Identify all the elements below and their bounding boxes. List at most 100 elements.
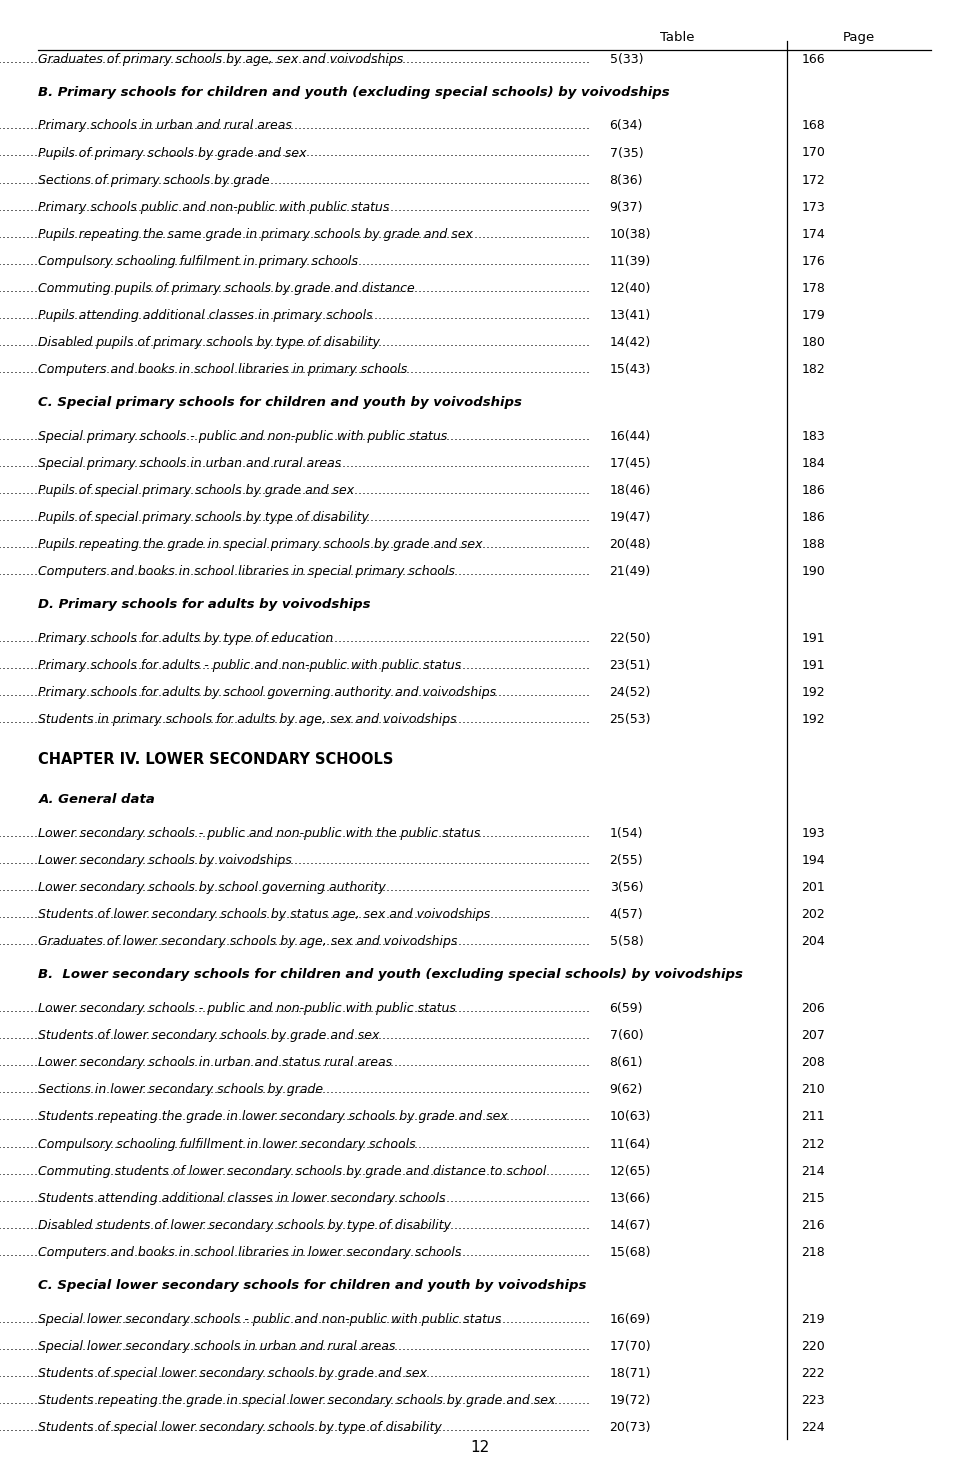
Text: ................................................................................: ........................................… — [0, 565, 590, 579]
Text: 192: 192 — [802, 686, 826, 699]
Text: Lower secondary schools by school governing authority: Lower secondary schools by school govern… — [38, 880, 386, 894]
Text: CHAPTER IV. LOWER SECONDARY SCHOOLS: CHAPTER IV. LOWER SECONDARY SCHOOLS — [38, 752, 394, 768]
Text: Primary schools for adults by school governing authority and voivodships: Primary schools for adults by school gov… — [38, 686, 496, 699]
Text: Commuting pupils of primary schools by grade and distance: Commuting pupils of primary schools by g… — [38, 281, 415, 294]
Text: Students of special lower secondary schools by grade and sex: Students of special lower secondary scho… — [38, 1367, 427, 1380]
Text: 5(58): 5(58) — [610, 935, 643, 948]
Text: Graduates of lower secondary schools by age, sex and voivodships: Graduates of lower secondary schools by … — [38, 935, 458, 948]
Text: ................................................................................: ........................................… — [0, 1313, 590, 1326]
Text: 207: 207 — [802, 1028, 826, 1042]
Text: ................................................................................: ........................................… — [0, 1056, 590, 1069]
Text: ................................................................................: ........................................… — [0, 826, 590, 839]
Text: Primary schools for adults by type of education: Primary schools for adults by type of ed… — [38, 631, 334, 645]
Text: ................................................................................: ........................................… — [0, 1028, 590, 1042]
Text: Computers and books in school libraries in primary schools: Computers and books in school libraries … — [38, 363, 408, 377]
Text: 22(50): 22(50) — [610, 631, 651, 645]
Text: ................................................................................: ........................................… — [0, 1191, 590, 1204]
Text: 210: 210 — [802, 1083, 826, 1096]
Text: 219: 219 — [802, 1313, 826, 1326]
Text: 8(36): 8(36) — [610, 173, 643, 186]
Text: 12: 12 — [470, 1440, 490, 1455]
Text: Page: Page — [843, 31, 876, 44]
Text: Disabled students of lower secondary schools by type of disability: Disabled students of lower secondary sch… — [38, 1219, 451, 1232]
Text: 173: 173 — [802, 201, 826, 214]
Text: 7(35): 7(35) — [610, 146, 643, 160]
Text: 17(70): 17(70) — [610, 1339, 651, 1352]
Text: ................................................................................: ........................................… — [0, 309, 590, 322]
Text: ................................................................................: ........................................… — [0, 935, 590, 948]
Text: ................................................................................: ........................................… — [0, 201, 590, 214]
Text: ................................................................................: ........................................… — [0, 120, 590, 132]
Text: 215: 215 — [802, 1191, 826, 1204]
Text: 11(39): 11(39) — [610, 255, 651, 268]
Text: ................................................................................: ........................................… — [0, 713, 590, 727]
Text: Pupils repeating the grade in special primary schools by grade and sex: Pupils repeating the grade in special pr… — [38, 538, 483, 551]
Text: 13(66): 13(66) — [610, 1191, 651, 1204]
Text: 25(53): 25(53) — [610, 713, 651, 727]
Text: ................................................................................: ........................................… — [0, 255, 590, 268]
Text: 21(49): 21(49) — [610, 565, 651, 579]
Text: 2(55): 2(55) — [610, 854, 643, 867]
Text: 174: 174 — [802, 227, 826, 240]
Text: Special lower secondary schools in urban and rural areas: Special lower secondary schools in urban… — [38, 1339, 396, 1352]
Text: Compulsory schooling fulfilment in primary schools: Compulsory schooling fulfilment in prima… — [38, 255, 358, 268]
Text: ................................................................................: ........................................… — [0, 538, 590, 551]
Text: ................................................................................: ........................................… — [0, 1367, 590, 1380]
Text: 186: 186 — [802, 511, 826, 524]
Text: 10(63): 10(63) — [610, 1110, 651, 1124]
Text: 183: 183 — [802, 429, 826, 442]
Text: 212: 212 — [802, 1137, 826, 1150]
Text: 211: 211 — [802, 1110, 826, 1124]
Text: ................................................................................: ........................................… — [0, 281, 590, 294]
Text: 192: 192 — [802, 713, 826, 727]
Text: 23(51): 23(51) — [610, 659, 651, 672]
Text: Graduates of primary schools by age, sex and voivodships: Graduates of primary schools by age, sex… — [38, 53, 403, 66]
Text: 191: 191 — [802, 659, 826, 672]
Text: 176: 176 — [802, 255, 826, 268]
Text: 224: 224 — [802, 1421, 826, 1434]
Text: Lower secondary schools by voivodships: Lower secondary schools by voivodships — [38, 854, 292, 867]
Text: ................................................................................: ........................................… — [0, 1110, 590, 1124]
Text: 186: 186 — [802, 483, 826, 497]
Text: 180: 180 — [802, 335, 826, 349]
Text: 178: 178 — [802, 281, 826, 294]
Text: ................................................................................: ........................................… — [0, 1339, 590, 1352]
Text: ................................................................................: ........................................… — [0, 429, 590, 442]
Text: ................................................................................: ........................................… — [0, 1245, 590, 1258]
Text: D. Primary schools for adults by voivodships: D. Primary schools for adults by voivods… — [38, 598, 371, 611]
Text: 14(42): 14(42) — [610, 335, 651, 349]
Text: ................................................................................: ........................................… — [0, 173, 590, 186]
Text: 24(52): 24(52) — [610, 686, 651, 699]
Text: 222: 222 — [802, 1367, 826, 1380]
Text: 204: 204 — [802, 935, 826, 948]
Text: Students of lower secondary schools by status age, sex and voivodships: Students of lower secondary schools by s… — [38, 908, 491, 921]
Text: 201: 201 — [802, 880, 826, 894]
Text: 206: 206 — [802, 1002, 826, 1015]
Text: 188: 188 — [802, 538, 826, 551]
Text: 15(68): 15(68) — [610, 1245, 651, 1258]
Text: 18(46): 18(46) — [610, 483, 651, 497]
Text: 19(72): 19(72) — [610, 1393, 651, 1406]
Text: 170: 170 — [802, 146, 826, 160]
Text: 16(44): 16(44) — [610, 429, 651, 442]
Text: Primary schools for adults - public and non-public with public status: Primary schools for adults - public and … — [38, 659, 462, 672]
Text: Special primary schools in urban and rural areas: Special primary schools in urban and rur… — [38, 457, 342, 470]
Text: Special lower secondary schools - public and non-public with public status: Special lower secondary schools - public… — [38, 1313, 502, 1326]
Text: Students attending additional classes in lower secondary schools: Students attending additional classes in… — [38, 1191, 445, 1204]
Text: Students of special lower secondary schools by type of disability: Students of special lower secondary scho… — [38, 1421, 443, 1434]
Text: 12(65): 12(65) — [610, 1165, 651, 1178]
Text: 8(61): 8(61) — [610, 1056, 643, 1069]
Text: 182: 182 — [802, 363, 826, 377]
Text: 16(69): 16(69) — [610, 1313, 651, 1326]
Text: Computers and books in school libraries in special primary schools: Computers and books in school libraries … — [38, 565, 455, 579]
Text: 202: 202 — [802, 908, 826, 921]
Text: 15(43): 15(43) — [610, 363, 651, 377]
Text: Students of lower secondary schools by grade and sex: Students of lower secondary schools by g… — [38, 1028, 380, 1042]
Text: ................................................................................: ........................................… — [0, 511, 590, 524]
Text: ................................................................................: ........................................… — [0, 146, 590, 160]
Text: ................................................................................: ........................................… — [0, 908, 590, 921]
Text: ................................................................................: ........................................… — [0, 1393, 590, 1406]
Text: 14(67): 14(67) — [610, 1219, 651, 1232]
Text: 18(71): 18(71) — [610, 1367, 651, 1380]
Text: Pupils of special primary schools by type of disability: Pupils of special primary schools by typ… — [38, 511, 370, 524]
